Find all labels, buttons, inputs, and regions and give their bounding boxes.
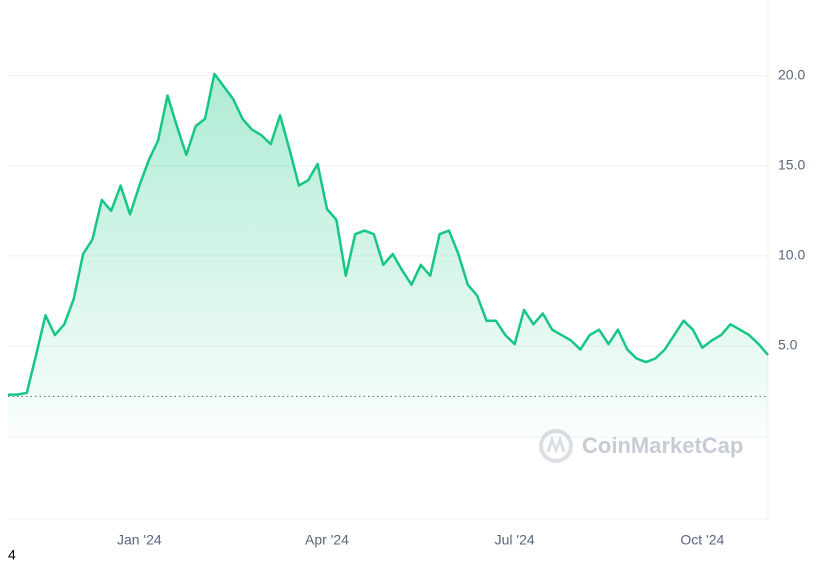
area <box>8 73 768 437</box>
x-tick-label: Jan '24 <box>117 532 162 548</box>
x-tick-label: Jul '24 <box>495 532 535 548</box>
y-tick-label: 5.0 <box>778 337 798 353</box>
y-tick-label: 10.0 <box>778 247 805 263</box>
watermark: CoinMarketCap <box>582 433 743 458</box>
x-tick-label: Apr '24 <box>305 532 349 548</box>
y-tick-label: 20.0 <box>778 66 805 82</box>
corner-label: 4 <box>8 547 16 563</box>
y-tick-label: 15.0 <box>778 156 805 172</box>
x-tick-label: Oct '24 <box>680 532 724 548</box>
price-line <box>8 72 769 396</box>
